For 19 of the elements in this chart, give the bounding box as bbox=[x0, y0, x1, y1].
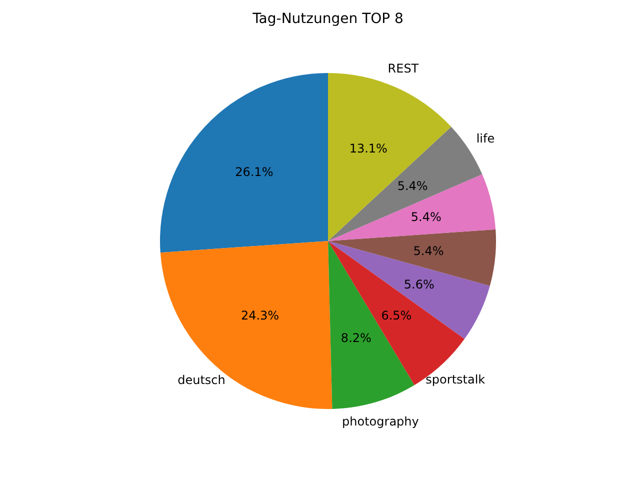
chart-title: Tag-Nutzungen TOP 8 bbox=[252, 11, 404, 27]
data-label: 13.1% bbox=[349, 141, 388, 156]
slice-label: deutsch bbox=[178, 373, 226, 388]
pie-slice bbox=[328, 73, 452, 241]
data-label: 5.4% bbox=[413, 244, 444, 258]
data-label: 26.1% bbox=[235, 165, 274, 180]
slice-label: life bbox=[476, 131, 495, 146]
data-label: 6.5% bbox=[381, 308, 412, 322]
data-label: 5.6% bbox=[404, 278, 434, 292]
pie-slice bbox=[160, 73, 328, 253]
slice-label: photography bbox=[342, 414, 419, 429]
data-label: 24.3% bbox=[240, 308, 280, 323]
pie-slice bbox=[328, 174, 496, 241]
slice-label: sportstalk bbox=[426, 372, 486, 386]
pie-slice bbox=[160, 241, 332, 409]
data-label: 5.4% bbox=[397, 178, 428, 193]
data-label: 5.4% bbox=[410, 210, 442, 224]
slice-label: REST bbox=[388, 62, 420, 76]
data-label: 8.2% bbox=[340, 330, 372, 345]
